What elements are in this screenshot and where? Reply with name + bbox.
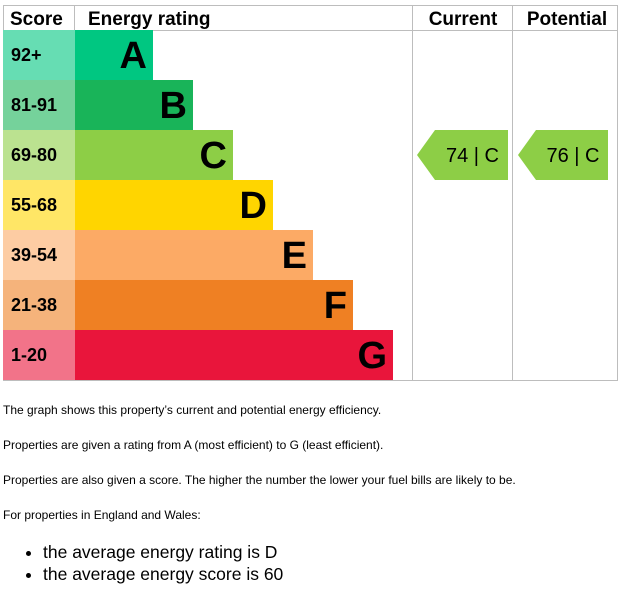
explanation-text: The graph shows this property’s current … [3,398,618,585]
score-label-b: 81-91 [11,95,57,115]
rating-bar-d [75,180,273,230]
score-column-header: Score [10,9,63,30]
explanation-paragraph: Properties are also given a score. The h… [3,473,516,487]
rating-bar-f [75,280,353,330]
score-label-f: 21-38 [11,295,57,315]
score-label-a: 92+ [11,45,42,65]
score-cell-d [3,180,75,230]
current-rating-arrow [417,130,508,180]
rating-bar-g [75,330,393,380]
score-cell-c [3,130,75,180]
current-column-header: Current [429,9,498,30]
explanation-paragraph: The graph shows this property’s current … [3,403,382,417]
rating-letter-e: E [282,235,307,277]
average-score-item: the average energy score is 60 [43,563,618,585]
rating-letter-c: C [200,135,227,177]
potential-rating-label: 76 | C [547,145,600,167]
rating-bar-b [75,80,193,130]
average-rating-item: the average energy rating is D [43,541,618,563]
rating-letter-d: D [240,185,267,227]
rating-letter-b: B [160,85,187,127]
rating-bar-e [75,230,313,280]
potential-rating-arrow [518,130,608,180]
rating-bar-c [75,130,233,180]
score-label-g: 1-20 [11,345,47,365]
rating-bar-a [75,30,153,80]
score-cell-e [3,230,75,280]
score-cell-b [3,80,75,130]
rating-bands: 92+ A 81-91 B 69-80 C 55-68 D 39-54 E 21-38 F 1-20 G [3,30,393,380]
rating-arrows: 74 | C 76 | C [417,130,608,180]
score-label-d: 55-68 [11,195,57,215]
score-cell-f [3,280,75,330]
explanation-paragraph: Properties are given a rating from A (mo… [3,438,384,452]
explanation-paragraph: For properties in England and Wales: [3,508,201,522]
energy-rating-chart: Score Energy rating Current Potential 92… [3,5,618,381]
score-cell-a [3,30,75,80]
average-list: the average energy rating is D the avera… [3,541,618,585]
potential-column-header: Potential [527,9,607,30]
score-cell-g [3,330,75,380]
rating-letter-a: A [120,35,147,77]
score-label-e: 39-54 [11,245,57,265]
score-label-c: 69-80 [11,145,57,165]
rating-letter-g: G [357,335,387,377]
energy-rating-column-header: Energy rating [88,9,210,30]
rating-letter-f: F [324,285,347,327]
current-rating-label: 74 | C [446,145,499,167]
